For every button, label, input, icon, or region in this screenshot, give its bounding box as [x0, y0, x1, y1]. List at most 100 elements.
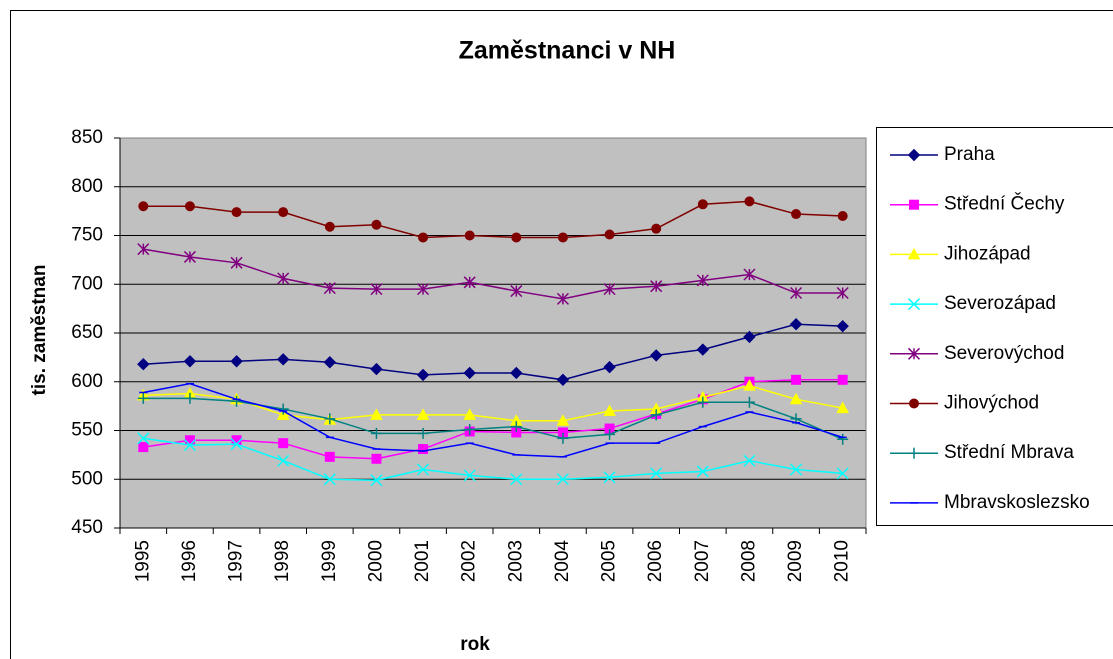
legend-label: Jihozápad — [944, 243, 1031, 264]
marker-shape — [324, 451, 335, 462]
marker — [417, 463, 430, 476]
marker — [557, 427, 568, 438]
marker — [370, 427, 382, 439]
x-tick-label: 2006 — [645, 540, 666, 582]
y-axis-title: tis. zaměstnan — [29, 265, 50, 396]
marker — [184, 201, 195, 212]
marker — [837, 211, 848, 221]
x-tick-label: 2001 — [412, 540, 433, 582]
marker — [909, 199, 919, 210]
marker — [907, 347, 921, 360]
marker — [510, 473, 523, 486]
marker — [138, 201, 149, 212]
marker-shape — [510, 366, 523, 380]
marker-shape — [836, 401, 850, 414]
marker — [744, 196, 755, 207]
marker — [277, 403, 289, 415]
marker — [231, 207, 242, 218]
y-tick-label: 800 — [71, 176, 103, 197]
marker-shape — [604, 423, 615, 434]
legend-box — [876, 127, 1113, 526]
marker — [556, 373, 570, 387]
marker — [370, 283, 383, 296]
y-tick-label: 750 — [71, 225, 103, 246]
x-tick-label: 2008 — [738, 540, 759, 582]
marker-shape — [603, 360, 616, 374]
marker — [907, 148, 921, 162]
marker — [463, 408, 477, 420]
x-axis-title: rok — [460, 634, 490, 655]
marker-shape — [909, 199, 919, 210]
marker-shape — [744, 196, 755, 207]
x-tick-label: 1997 — [226, 540, 247, 582]
marker-shape — [231, 207, 242, 218]
legend-label: Severovýchod — [944, 343, 1064, 364]
marker-stroke — [836, 467, 849, 480]
marker-shape — [183, 355, 197, 368]
marker — [418, 444, 429, 455]
marker-stroke — [696, 465, 709, 478]
marker — [649, 349, 663, 362]
marker — [791, 209, 802, 220]
marker-shape — [511, 427, 522, 438]
marker — [836, 286, 849, 300]
marker-shape — [791, 209, 802, 220]
marker-shape — [511, 232, 522, 243]
marker — [370, 408, 383, 420]
marker-shape — [324, 221, 335, 232]
marker-shape — [137, 357, 150, 371]
marker-shape — [278, 438, 289, 449]
x-tick-label: 2007 — [692, 540, 713, 582]
marker-stroke — [603, 471, 616, 484]
legend-label: Střední Čechy — [944, 193, 1065, 215]
marker-shape — [743, 379, 756, 391]
marker — [370, 474, 383, 487]
marker — [277, 454, 290, 467]
legend-label: Střední Mbrava — [944, 442, 1074, 463]
series-line — [143, 379, 843, 460]
marker-stroke — [277, 454, 290, 467]
marker — [836, 319, 849, 333]
marker-shape — [276, 353, 290, 366]
marker — [371, 453, 382, 464]
marker-shape — [371, 453, 382, 464]
marker-shape — [184, 201, 195, 212]
marker — [278, 438, 289, 449]
marker — [651, 223, 662, 234]
x-tick-label: 2009 — [785, 540, 806, 582]
marker-shape — [603, 404, 616, 416]
marker-stroke — [556, 473, 569, 486]
marker — [510, 421, 522, 433]
marker — [603, 471, 616, 484]
marker — [908, 447, 920, 459]
marker-shape — [557, 427, 568, 438]
marker — [650, 467, 663, 480]
marker — [696, 343, 710, 356]
x-tick-label: 2003 — [505, 540, 526, 582]
marker-shape — [138, 442, 149, 453]
marker-shape — [416, 368, 430, 382]
marker — [791, 374, 802, 385]
series-line — [143, 384, 843, 422]
legend-label: Severozápad — [944, 293, 1056, 314]
marker — [510, 285, 523, 298]
marker-stroke — [510, 473, 523, 486]
marker — [510, 366, 523, 380]
marker — [790, 463, 803, 476]
marker-stroke — [907, 298, 921, 311]
marker — [836, 467, 849, 480]
marker — [323, 356, 337, 369]
marker-shape — [837, 374, 848, 385]
marker-shape — [463, 366, 476, 380]
y-tick-label: 700 — [71, 273, 103, 294]
x-tick-label: 1999 — [319, 540, 340, 582]
marker — [231, 395, 243, 407]
marker-shape — [604, 229, 615, 240]
marker-shape — [907, 247, 921, 260]
marker — [183, 250, 196, 263]
marker — [370, 362, 383, 376]
series-line — [143, 437, 843, 481]
marker — [650, 280, 663, 293]
marker-shape — [697, 199, 708, 210]
